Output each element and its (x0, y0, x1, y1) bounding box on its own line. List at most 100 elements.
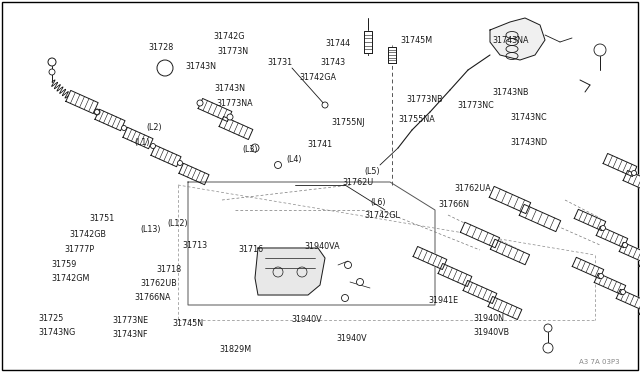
Text: A3 7A 03P3: A3 7A 03P3 (579, 359, 620, 365)
Polygon shape (364, 31, 372, 53)
Text: (L2): (L2) (146, 124, 161, 132)
Text: 31773NC: 31773NC (458, 101, 494, 110)
Text: (L5): (L5) (365, 167, 380, 176)
Circle shape (322, 102, 328, 108)
Text: 31742GB: 31742GB (69, 230, 106, 239)
Text: 31762U: 31762U (342, 178, 374, 187)
Text: 31742G: 31742G (213, 32, 245, 41)
Circle shape (621, 289, 625, 295)
Text: 31762UB: 31762UB (141, 279, 177, 288)
Polygon shape (490, 186, 531, 214)
Circle shape (197, 100, 203, 106)
Text: 31741: 31741 (307, 140, 332, 149)
Circle shape (623, 243, 627, 247)
Text: 31940V: 31940V (291, 315, 322, 324)
Text: 31743N: 31743N (186, 62, 216, 71)
Polygon shape (460, 222, 500, 248)
Text: 31713: 31713 (182, 241, 207, 250)
Text: 31743N: 31743N (214, 84, 245, 93)
Text: 31742GA: 31742GA (300, 73, 337, 82)
Text: (L13): (L13) (141, 225, 161, 234)
Polygon shape (639, 257, 640, 279)
Circle shape (342, 295, 349, 301)
Text: 31725: 31725 (38, 314, 64, 323)
Polygon shape (463, 280, 497, 304)
Circle shape (122, 125, 127, 131)
Polygon shape (603, 154, 637, 177)
Circle shape (95, 109, 99, 115)
Text: 31743NC: 31743NC (511, 113, 547, 122)
Text: 31940V: 31940V (336, 334, 367, 343)
Text: 31743ND: 31743ND (511, 138, 548, 147)
Circle shape (94, 109, 100, 115)
Text: 31745N: 31745N (173, 319, 204, 328)
Polygon shape (616, 289, 640, 311)
Text: 31766NA: 31766NA (134, 293, 171, 302)
Text: 31773NB: 31773NB (406, 95, 443, 104)
Text: 31759: 31759 (51, 260, 77, 269)
Polygon shape (596, 226, 628, 248)
Text: 31755NJ: 31755NJ (332, 118, 365, 126)
Circle shape (600, 225, 605, 231)
Circle shape (344, 262, 351, 269)
Text: 31742GM: 31742GM (51, 274, 90, 283)
Polygon shape (574, 209, 605, 231)
Text: (L6): (L6) (370, 198, 385, 207)
Text: 31743NG: 31743NG (38, 328, 76, 337)
Text: (L1): (L1) (134, 138, 150, 147)
Text: 31777P: 31777P (64, 245, 94, 254)
Circle shape (632, 170, 637, 176)
Polygon shape (488, 296, 522, 320)
Polygon shape (438, 263, 472, 286)
Circle shape (598, 273, 604, 279)
Text: 31743NA: 31743NA (493, 36, 529, 45)
Text: 31745M: 31745M (400, 36, 432, 45)
Polygon shape (388, 47, 396, 63)
Text: 31728: 31728 (148, 43, 174, 52)
Polygon shape (572, 257, 604, 279)
Polygon shape (490, 18, 545, 60)
Circle shape (251, 144, 259, 152)
Text: (L12): (L12) (168, 219, 188, 228)
Circle shape (177, 160, 182, 166)
Text: 31743NB: 31743NB (493, 88, 529, 97)
Text: 31829M: 31829M (220, 345, 252, 354)
Circle shape (594, 44, 606, 56)
Text: 31716: 31716 (238, 245, 264, 254)
Circle shape (275, 161, 282, 169)
Circle shape (356, 279, 364, 285)
Circle shape (543, 343, 553, 353)
Text: 31743NF: 31743NF (112, 330, 147, 339)
Polygon shape (198, 99, 232, 122)
Polygon shape (255, 248, 325, 295)
Polygon shape (66, 90, 98, 113)
Polygon shape (219, 116, 253, 140)
Text: 31773NA: 31773NA (216, 99, 253, 108)
Circle shape (49, 69, 55, 75)
Polygon shape (623, 170, 640, 193)
Text: (L3): (L3) (242, 145, 257, 154)
Text: 31742GL: 31742GL (365, 211, 401, 219)
Text: 31718: 31718 (157, 265, 182, 274)
Circle shape (227, 114, 233, 120)
Polygon shape (620, 242, 640, 264)
Polygon shape (95, 109, 125, 131)
Polygon shape (595, 273, 626, 295)
Polygon shape (639, 305, 640, 327)
Text: 31940N: 31940N (474, 314, 504, 323)
Polygon shape (413, 247, 447, 270)
Text: 31762UA: 31762UA (454, 185, 491, 193)
Text: 31743: 31743 (320, 58, 345, 67)
Text: 31766N: 31766N (438, 200, 469, 209)
Circle shape (150, 144, 156, 148)
Circle shape (544, 324, 552, 332)
Text: 31755NA: 31755NA (398, 115, 435, 124)
Text: 31940VB: 31940VB (474, 328, 509, 337)
Text: 31941E: 31941E (429, 296, 459, 305)
Polygon shape (151, 145, 181, 167)
Text: 31773N: 31773N (218, 47, 249, 56)
Text: 31744: 31744 (325, 39, 350, 48)
Text: 31773NE: 31773NE (112, 316, 148, 325)
Text: 31751: 31751 (90, 214, 115, 223)
Polygon shape (179, 163, 209, 185)
